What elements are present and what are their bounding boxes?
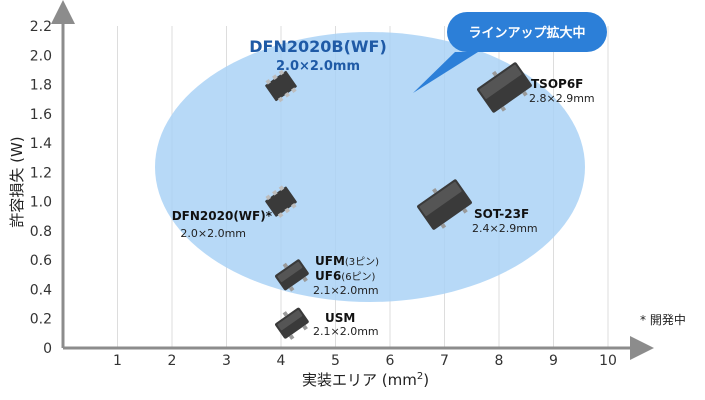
x-axis-title-close: ): [423, 371, 429, 389]
package-marker-tsop6f: [477, 62, 532, 113]
package-marker-sot-23f: [417, 179, 472, 230]
y-axis-title: 許容損失 (W): [8, 136, 26, 227]
y-tick-label: 0.2: [30, 312, 52, 328]
x-tick-label: 7: [440, 353, 449, 369]
y-tick-label: 2.0: [30, 48, 52, 64]
y-tick-label: 0: [43, 341, 52, 357]
footnote: * 開発中: [640, 312, 686, 327]
x-tick-label: 4: [277, 353, 286, 369]
x-axis-title-sup: 2: [417, 371, 423, 382]
label-uf6-text: UF6: [315, 269, 341, 283]
label-usm-dim: 2.1×2.0mm: [313, 325, 379, 338]
x-tick-label: 1: [113, 353, 122, 369]
y-tick-label: 1.6: [30, 107, 52, 123]
label-uf6-dim: 2.1×2.0mm: [313, 284, 379, 297]
x-axis-title: 実装エリア (mm2): [302, 371, 429, 389]
x-tick-label: 6: [386, 353, 395, 369]
x-tick-label: 10: [599, 353, 617, 369]
y-tick-label: 1.8: [30, 78, 52, 94]
x-tick-label: 2: [168, 353, 177, 369]
label-dfn2020wf-name: DFN2020(WF)*: [172, 209, 273, 223]
highlight-ellipse: [155, 32, 585, 302]
y-tick-label: 0.4: [30, 282, 52, 298]
package-markers: [265, 62, 532, 340]
label-sot23f-dim: 2.4×2.9mm: [472, 222, 538, 235]
y-tick-label: 1.4: [30, 136, 52, 152]
y-tick-labels: 0 0.2 0.4 0.6 0.8 1.0 1.2 1.4 1.6 1.8 2.0 2.2: [30, 19, 52, 357]
y-tick-label: 2.2: [30, 19, 52, 35]
package-marker-dfn2020-wf-: [265, 185, 297, 218]
label-usm-name: USM: [325, 311, 355, 325]
package-marker-ufm: [275, 259, 309, 292]
highlight-title: DFN2020B(WF): [249, 37, 387, 56]
label-sot23f-name: SOT-23F: [474, 207, 529, 221]
label-tsop6f-dim: 2.8×2.9mm: [529, 92, 595, 105]
x-tick-label: 9: [549, 353, 558, 369]
package-marker-dfn2020b-wf-: [265, 69, 297, 103]
x-tick-labels: 1 2 3 4 5 6 7 8 9 10: [113, 353, 617, 369]
callout-bubble: ラインアップ拡大中: [413, 12, 607, 93]
x-axis-title-text: 実装エリア (mm: [302, 371, 417, 389]
package-marker-usm: [275, 307, 309, 340]
x-tick-label: 3: [222, 353, 231, 369]
label-ufm-text: UFM: [315, 254, 345, 268]
highlight-subtitle: 2.0×2.0mm: [276, 59, 360, 74]
x-tick-label: 5: [331, 353, 340, 369]
label-uf6-pins: (6ピン): [341, 271, 375, 283]
x-tick-label: 8: [495, 353, 504, 369]
y-tick-label: 0.8: [30, 224, 52, 240]
callout-text: ラインアップ拡大中: [468, 25, 585, 41]
y-tick-label: 0.6: [30, 253, 52, 269]
label-uf6-name: UF6(6ピン): [315, 269, 376, 283]
label-ufm-name: UFM(3ピン): [315, 254, 379, 268]
label-dfn2020wf-dim: 2.0×2.0mm: [180, 227, 246, 240]
label-tsop6f-name: TSOP6F: [531, 77, 583, 91]
y-tick-label: 1.2: [30, 165, 52, 181]
label-ufm-pins: (3ピン): [345, 256, 379, 268]
y-tick-label: 1.0: [30, 195, 52, 211]
